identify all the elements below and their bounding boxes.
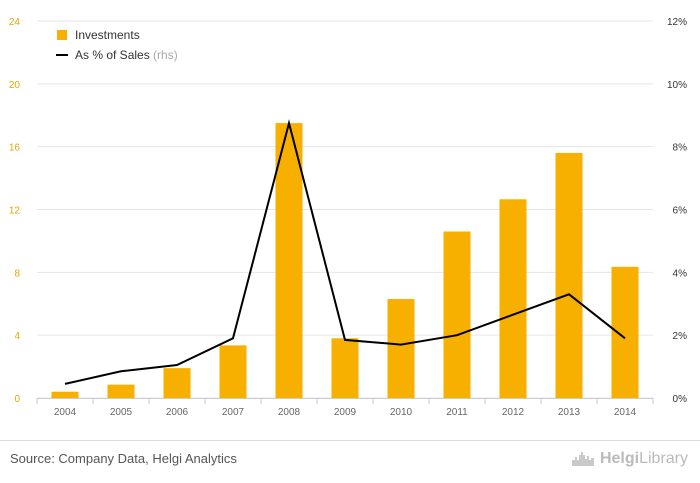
investment-bar[interactable] bbox=[219, 345, 247, 398]
investment-bar[interactable] bbox=[163, 368, 191, 398]
brand-name: HelgiLibrary bbox=[599, 450, 688, 467]
legend-label-investments: Investments bbox=[75, 28, 140, 42]
city-skyline-icon bbox=[571, 452, 594, 466]
y-right-tick-label: 8% bbox=[673, 143, 688, 154]
x-tick-label: 2010 bbox=[390, 407, 413, 418]
y-left-tick-label: 16 bbox=[9, 143, 21, 154]
footer-divider bbox=[0, 440, 700, 441]
y-left-tick-label: 8 bbox=[14, 268, 20, 279]
y-right-tick-label: 12% bbox=[667, 17, 687, 28]
y-right-tick-label: 2% bbox=[673, 331, 688, 342]
y-left-tick-label: 0 bbox=[14, 394, 20, 405]
y-right-tick-label: 10% bbox=[667, 80, 687, 91]
x-tick-label: 2011 bbox=[446, 407, 468, 418]
investment-bar[interactable] bbox=[443, 231, 471, 398]
investment-bar[interactable] bbox=[107, 384, 135, 398]
sales-share-line[interactable] bbox=[64, 119, 626, 385]
legend-swatch-investments bbox=[57, 30, 67, 40]
y-right-tick-label: 6% bbox=[673, 206, 688, 217]
source-note: Source: Company Data, Helgi Analytics bbox=[10, 451, 237, 466]
y-left-tick-label: 12 bbox=[9, 206, 21, 217]
investment-bar[interactable] bbox=[51, 391, 79, 398]
x-tick-label: 2009 bbox=[334, 407, 357, 418]
investment-bar[interactable] bbox=[275, 123, 303, 399]
x-tick-label: 2014 bbox=[614, 407, 637, 418]
x-tick-label: 2006 bbox=[166, 407, 189, 418]
investment-bar[interactable] bbox=[331, 338, 359, 398]
y-right-tick-label: 0% bbox=[673, 394, 688, 405]
y-left-tick-label: 20 bbox=[9, 80, 21, 91]
legend-label-rhs-note: (rhs) bbox=[153, 48, 178, 62]
y-left-tick-label: 24 bbox=[9, 17, 21, 28]
investment-bar[interactable] bbox=[499, 199, 527, 398]
investments-chart: 0 0% 4 2% 8 4% 12 6% 16 8% 20 10% 24 12% 2004 2005 2006 2… bbox=[9, 17, 688, 418]
investment-bar[interactable] bbox=[555, 152, 583, 398]
x-tick-label: 2008 bbox=[278, 407, 301, 418]
y-left-tick-label: 4 bbox=[14, 331, 20, 342]
x-tick-label: 2004 bbox=[54, 407, 77, 418]
x-tick-label: 2007 bbox=[222, 407, 245, 418]
y-right-tick-label: 4% bbox=[673, 268, 688, 279]
x-tick-label: 2013 bbox=[558, 407, 581, 418]
x-tick-label: 2012 bbox=[502, 407, 525, 418]
legend-label-sales-share: As % of Sales (rhs) bbox=[75, 48, 178, 62]
investment-bar[interactable] bbox=[387, 299, 415, 398]
investment-bar[interactable] bbox=[611, 266, 639, 398]
x-tick-label: 2005 bbox=[110, 407, 133, 418]
helgi-library-logo[interactable]: HelgiLibrary bbox=[571, 450, 688, 468]
